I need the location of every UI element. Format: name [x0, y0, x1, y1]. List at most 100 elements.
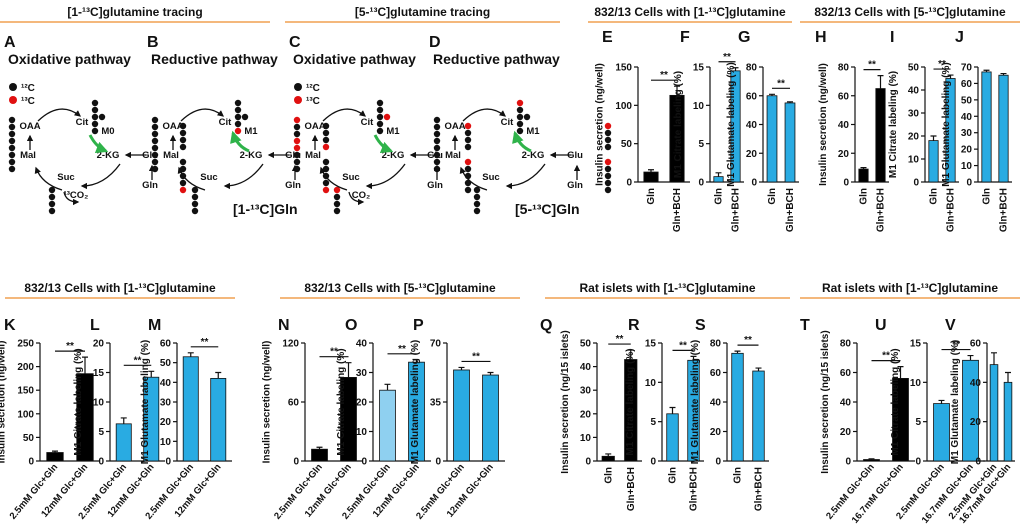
y-tick-label: 20	[580, 409, 592, 420]
y-tick-label: 5	[915, 417, 921, 428]
bar	[731, 352, 744, 462]
metabolite-label: Suc	[57, 172, 74, 183]
carbon-atom	[293, 144, 301, 152]
panel-letter: M	[148, 317, 161, 334]
metabolite-label: Suc	[342, 172, 359, 183]
section-header: 832/13 Cells with [5-¹³C]glutamine	[814, 5, 1006, 19]
x-tick-label: Gln+BCH	[946, 188, 957, 232]
error-bar	[755, 367, 762, 372]
y-tick-label: 150	[615, 63, 632, 74]
y-tick-label: 0	[966, 178, 972, 189]
bar	[784, 102, 796, 183]
reaction-arrow	[223, 163, 264, 190]
bar	[666, 413, 679, 462]
carbon-atom	[604, 165, 612, 173]
error-bar	[769, 93, 775, 96]
metabolite-label: Cit	[219, 117, 233, 128]
carbon-atom	[191, 200, 199, 208]
panel-letter: D	[429, 34, 441, 51]
y-tick-label: 60	[961, 79, 973, 90]
y-tick-label: 50	[160, 358, 172, 369]
flux-arrow	[88, 134, 109, 154]
y-tick-label: 0	[975, 457, 981, 468]
y-tick-label: 0	[28, 457, 34, 468]
bar	[482, 374, 499, 462]
y-tick-label: 30	[356, 368, 368, 379]
carbon-atom	[293, 137, 301, 145]
error-bar	[120, 417, 127, 424]
y-tick-label: 0	[698, 178, 704, 189]
x-tick-label: Gln	[859, 188, 870, 205]
carbon-atom	[473, 200, 481, 208]
y-tick-label: 10	[93, 398, 105, 409]
carbon-atom	[376, 106, 384, 114]
y-axis-label: M1 Glutamate labeling (%)	[690, 340, 701, 464]
reaction-arrow	[322, 108, 367, 122]
carbon-atom	[48, 193, 56, 201]
error-bar	[148, 370, 155, 378]
x-tick-label: Gln+BCH	[876, 188, 887, 232]
carbon-atom	[333, 193, 341, 201]
y-tick-label: 60	[288, 398, 300, 409]
carbon-atom	[151, 151, 159, 159]
bar	[766, 95, 778, 183]
carbon-atom	[604, 122, 612, 130]
y-tick-label: 0	[361, 457, 367, 468]
panel-letter: F	[680, 29, 690, 46]
y-tick-label: 40	[970, 378, 982, 389]
legend-label: ¹²C	[306, 83, 320, 94]
x-tick-label: Gln+BCH	[754, 467, 765, 511]
y-axis-label: Insulin secretion (ng/15 islets)	[820, 330, 831, 473]
y-tick-label: 10	[160, 437, 172, 448]
metabolite-label: M0	[101, 126, 114, 137]
y-axis-label: M1 Citrate labeling (%)	[890, 348, 901, 455]
bar	[713, 176, 724, 183]
y-tick-label: 40	[580, 362, 592, 373]
carbon-atom	[333, 186, 341, 194]
carbon-atom	[433, 165, 441, 173]
x-tick-label: Gln+BCH	[672, 188, 683, 232]
legend-label: ¹³C	[306, 96, 320, 107]
section-header: 832/13 Cells with [1-¹³C]glutamine	[594, 5, 786, 19]
error-bar	[52, 450, 58, 453]
bar	[115, 423, 132, 462]
significance-label: **	[777, 78, 785, 89]
error-bar	[690, 355, 697, 361]
metabolite-label: Suc	[200, 172, 217, 183]
carbon-atom	[376, 99, 384, 107]
carbon-atom	[473, 207, 481, 215]
y-axis-label: Insulin secretion (ng/well)	[262, 341, 273, 464]
carbon-atom	[8, 116, 16, 124]
y-tick-label: 40	[838, 120, 850, 131]
significance-label: **	[330, 347, 338, 358]
y-tick-label: 10	[356, 427, 368, 438]
y-axis-label: Insulin secretion (ng/well)	[595, 63, 606, 186]
legend-label: ¹³C	[21, 96, 35, 107]
y-tick-label: 0	[913, 178, 919, 189]
panel-letter: G	[738, 29, 750, 46]
y-tick-label: 50	[580, 339, 592, 350]
y-tick-label: 100	[17, 409, 34, 420]
y-tick-label: 20	[840, 427, 852, 438]
y-tick-label: 40	[840, 398, 852, 409]
diagram-title: Reductive pathway	[151, 51, 278, 67]
metabolite-label: 2-KG	[240, 150, 263, 161]
carbon-atom	[179, 129, 187, 137]
x-tick-label: Gln	[603, 467, 614, 484]
metabolite-label: Glu	[567, 150, 583, 161]
carbon-atom	[191, 207, 199, 215]
carbon-atom	[464, 165, 472, 173]
metabolite-label: 2-KG	[522, 150, 545, 161]
x-tick-label: Gln	[929, 188, 940, 205]
carbon-atom	[48, 207, 56, 215]
y-tick-label: 40	[356, 339, 368, 350]
significance-label: **	[938, 59, 946, 70]
y-tick-label: 250	[17, 339, 34, 350]
diagram-title: Reductive pathway	[433, 51, 560, 67]
error-bar	[787, 101, 793, 103]
y-axis-label: M1 Glutamate labeling (%)	[950, 340, 961, 464]
carbon-atom	[322, 158, 330, 166]
carbon-atom	[464, 136, 472, 144]
